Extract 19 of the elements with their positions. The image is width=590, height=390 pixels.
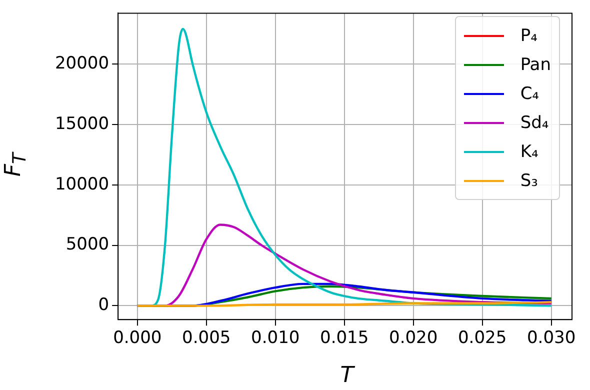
x-tick-label: 0.000 — [113, 328, 162, 348]
y-tick-label: 15000 — [54, 114, 110, 134]
x-axis-title: T — [339, 363, 356, 388]
legend-label: Pan — [520, 54, 551, 74]
x-tick-label: 0.025 — [458, 328, 507, 348]
y-tick-label: 10000 — [54, 174, 110, 194]
x-tick-label: 0.010 — [251, 328, 300, 348]
legend-label: Sd₄ — [520, 112, 549, 132]
legend-label: C₄ — [520, 84, 539, 104]
legend-label: S₃ — [520, 170, 538, 190]
legend-label: K₄ — [520, 142, 538, 162]
x-tick-label: 0.015 — [320, 328, 369, 348]
y-tick-label: 20000 — [54, 53, 110, 74]
x-tick-label: 0.005 — [182, 328, 231, 348]
x-tick-label: 0.020 — [389, 328, 438, 348]
x-tick-label: 0.030 — [526, 328, 576, 348]
y-tick-label: 5000 — [66, 234, 110, 255]
y-tick-label: 0 — [98, 295, 110, 316]
legend-label: P₄ — [520, 26, 538, 46]
